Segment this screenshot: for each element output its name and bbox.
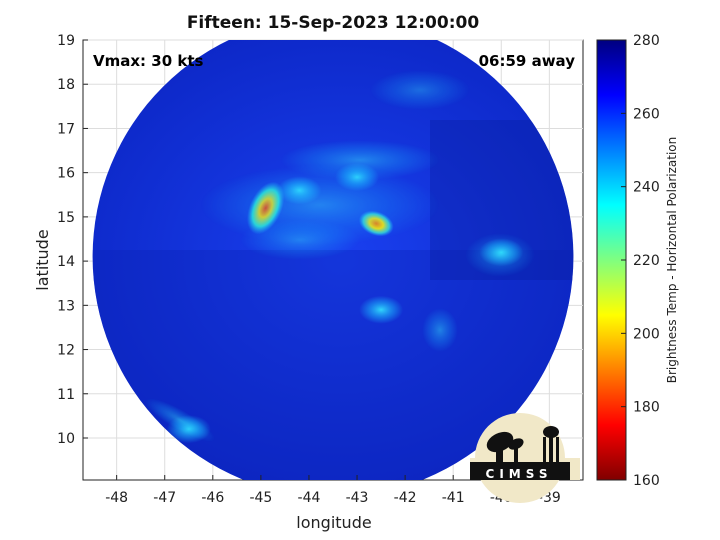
- y-tick-label: 16: [57, 166, 75, 182]
- y-tick-label: 12: [57, 343, 75, 359]
- x-tick-label: -48: [105, 490, 128, 506]
- x-tick-label: -45: [249, 490, 272, 506]
- colorbar: 160 180 200 220 240 260 280 Brightness Temp - …: [596, 33, 679, 489]
- y-tick-label: 14: [57, 254, 75, 270]
- colorbar-tick-label: 220: [633, 253, 660, 269]
- colorbar-tick-label: 180: [633, 400, 660, 416]
- colorbar-label: Brightness Temp - Horizontal Polarizatio…: [665, 137, 679, 384]
- x-tick-label: -44: [298, 490, 321, 506]
- x-tick-label: -47: [153, 490, 176, 506]
- y-axis-label: latitude: [33, 229, 52, 290]
- y-tick-label: 13: [57, 298, 75, 314]
- logo-text: CIMSS: [486, 467, 553, 481]
- colorbar-tick-label: 260: [633, 106, 660, 122]
- vmax-annotation: Vmax: 30 kts: [93, 52, 204, 70]
- x-tick-label: -46: [201, 490, 224, 506]
- y-tick-label: 15: [57, 210, 75, 226]
- colorbar-tick-label: 200: [633, 326, 660, 342]
- cimss-logo: CIMSS: [470, 413, 580, 503]
- y-tick-label: 19: [57, 33, 75, 49]
- x-axis-label: longitude: [296, 513, 371, 532]
- colorbar-tick-label: 240: [633, 180, 660, 196]
- plot-title: Fifteen: 15-Sep-2023 12:00:00: [186, 13, 480, 33]
- colorbar-tick-label: 280: [633, 33, 660, 49]
- y-tick-label: 10: [57, 431, 75, 447]
- y-tick-label: 17: [57, 121, 75, 137]
- time-away-annotation: 06:59 away: [478, 52, 575, 70]
- y-tick-label: 11: [57, 387, 75, 403]
- x-tick-label: -42: [394, 490, 417, 506]
- convection-feature: [359, 295, 404, 324]
- x-tick-label: -43: [346, 490, 369, 506]
- axis-ticks: -48-47-46-45-44-43-42-41-40-391011121314…: [57, 33, 561, 506]
- y-tick-label: 18: [57, 77, 75, 93]
- x-tick-label: -41: [442, 490, 465, 506]
- colorbar-tick-label: 160: [633, 473, 660, 489]
